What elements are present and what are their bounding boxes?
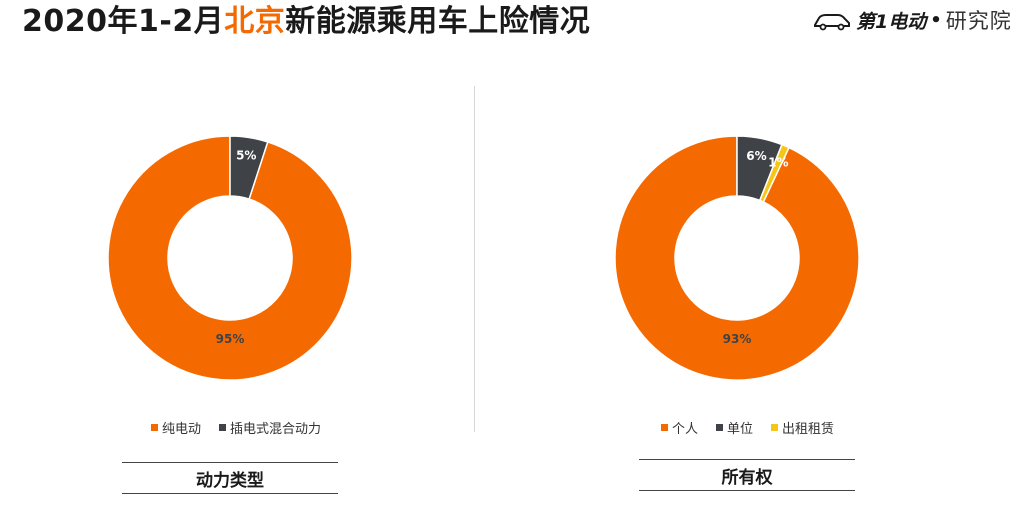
vertical-divider (474, 86, 475, 432)
slice-label-1: 5% (236, 148, 256, 162)
donut-svg-ownership: 93% 6% 1% (614, 135, 860, 381)
brand-logo: 第1电动 • 研究院 (812, 6, 1012, 34)
slice-label-1: 6% (746, 149, 766, 163)
legend-swatch (151, 423, 158, 431)
page-title: 2020年1-2月北京新能源乘用车上险情况 (22, 2, 590, 42)
legend-label: 插电式混合动力 (230, 421, 322, 437)
legend-item-bev: 纯电动 (151, 418, 202, 437)
legend-swatch (716, 423, 724, 431)
slice-label-0: 93% (723, 332, 752, 346)
caption-ownership: 所有权 (639, 459, 855, 491)
legend-ownership: 个人 单位 出租租赁 (661, 418, 835, 437)
pie-slice-0 (614, 135, 860, 381)
legend-item-organization: 单位 (716, 418, 754, 437)
legend-power-type: 纯电动 插电式混合动力 (151, 418, 322, 437)
logo-separator: • (930, 9, 942, 31)
car-icon (814, 14, 850, 31)
donut-svg-power-type: 95% 5% (107, 135, 353, 381)
slice-label-2: 1% (768, 156, 788, 170)
donut-chart-power-type: 95% 5% (100, 128, 360, 398)
slice-label-0: 95% (216, 332, 245, 346)
title-part2: 新能源乘用车上险情况 (285, 4, 591, 39)
legend-swatch (219, 423, 227, 431)
donut-chart-ownership: 93% 6% 1% (607, 128, 867, 398)
title-highlight: 北京 (224, 4, 286, 39)
logo-brand: 第1电动 (856, 10, 927, 33)
legend-label: 纯电动 (162, 421, 202, 437)
legend-label: 单位 (727, 421, 754, 437)
pie-slice-0 (107, 135, 353, 381)
legend-label: 出租租赁 (782, 421, 835, 437)
caption-power-type: 动力类型 (122, 462, 338, 494)
legend-item-rental: 出租租赁 (771, 418, 835, 437)
pie-slice-2 (758, 143, 790, 203)
legend-swatch (661, 423, 668, 431)
legend-swatch (771, 423, 779, 431)
title-part1: 2020年1-2月 (22, 4, 225, 39)
legend-label: 个人 (672, 421, 699, 437)
pie-slice-1 (229, 135, 269, 200)
legend-item-personal: 个人 (661, 418, 699, 437)
logo-suffix: 研究院 (945, 9, 1012, 33)
legend-item-phev: 插电式混合动力 (219, 418, 322, 437)
